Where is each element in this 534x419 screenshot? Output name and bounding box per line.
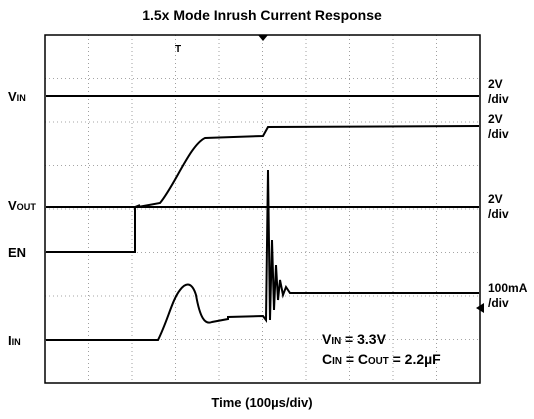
text-part: V — [8, 198, 17, 213]
channel-label: IIN — [8, 333, 21, 348]
text-part: = 3.3V — [341, 331, 386, 347]
vout-trace — [137, 125, 480, 208]
subscript: IN — [17, 93, 26, 103]
text-part: EN — [8, 245, 26, 260]
text-part: C — [322, 351, 332, 367]
trigger-arrow — [258, 35, 268, 41]
subscript: IN — [332, 356, 342, 367]
iin-trace — [46, 169, 479, 341]
channel-label: VIN — [8, 89, 26, 104]
scale-label: 2V — [488, 77, 503, 91]
channel-label: EN — [8, 245, 26, 260]
subscript: OUT — [368, 356, 389, 367]
scale-label: 2V — [488, 192, 503, 206]
grid — [45, 35, 480, 383]
scale-label: /div — [488, 127, 509, 141]
text-part: I — [8, 333, 12, 348]
subscript: IN — [331, 336, 341, 347]
scale-label: 2V — [488, 112, 503, 126]
scale-label: /div — [488, 296, 509, 310]
scale-label: 100mA — [488, 281, 528, 295]
text-part: = C — [342, 351, 368, 367]
subscript: IN — [12, 337, 21, 347]
text-part: = 2.2µF — [389, 351, 441, 367]
annotation: CIN = COUT = 2.2µF — [322, 351, 441, 367]
x-axis-label: Time (100µs/div) — [211, 395, 312, 410]
trigger-marker: T — [175, 44, 181, 55]
text-part: V — [322, 331, 332, 347]
text-part: V — [8, 89, 17, 104]
subscript: OUT — [17, 202, 37, 212]
channel-label: VOUT — [8, 198, 36, 213]
annotation: VIN = 3.3V — [322, 331, 387, 347]
chart-title: 1.5x Mode Inrush Current Response — [142, 7, 382, 23]
ground-arrow — [476, 303, 484, 313]
scale-label: /div — [488, 207, 509, 221]
scale-label: /div — [488, 92, 509, 106]
en-trace — [46, 204, 141, 253]
